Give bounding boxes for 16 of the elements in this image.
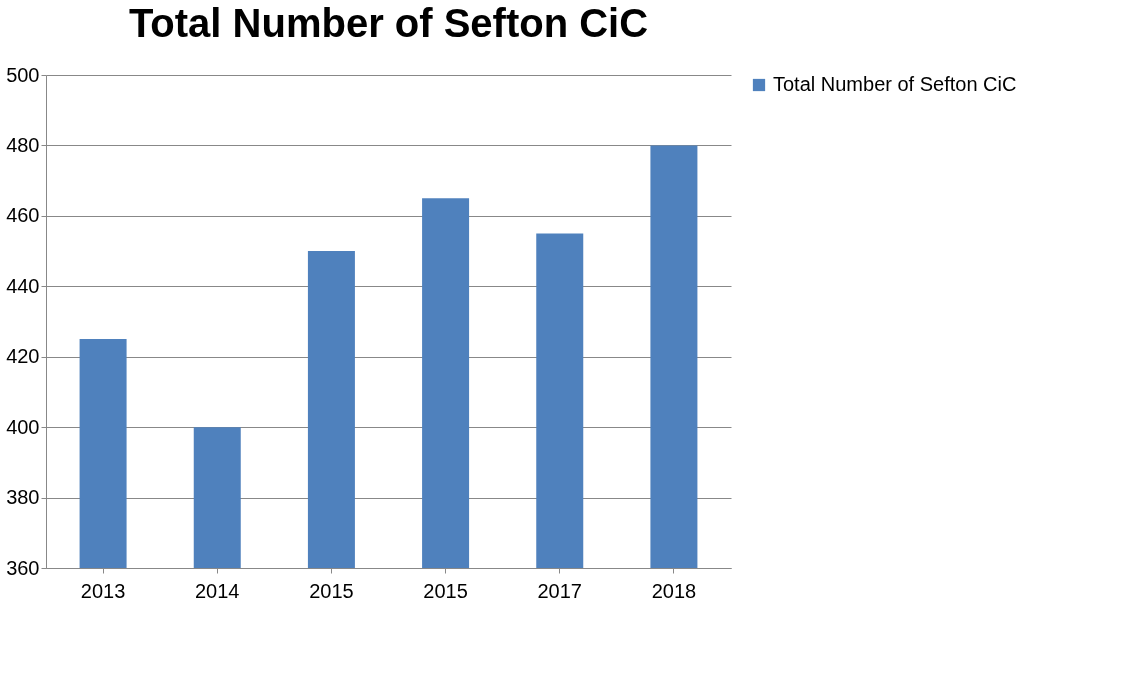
x-tick-label: 2015 <box>423 579 468 602</box>
x-tick-label: 2014 <box>195 579 240 602</box>
x-tick-label: 2015 <box>309 579 354 602</box>
y-tick-label: 460 <box>6 204 40 227</box>
y-tick-label: 360 <box>6 556 40 579</box>
y-tick-label: 380 <box>6 486 40 509</box>
x-tick-label: 2018 <box>651 579 697 602</box>
y-tick-label: 420 <box>6 345 40 368</box>
legend-label: Total Number of Sefton CiC <box>773 73 1017 95</box>
y-tick-label: 400 <box>6 415 40 438</box>
y-tick-label: 440 <box>6 274 40 297</box>
chart-title: Total Number of Sefton CiC <box>128 1 649 45</box>
y-tick-label: 480 <box>6 133 40 156</box>
y-tick-label: 500 <box>6 63 40 86</box>
x-tick-label: 2017 <box>537 579 582 602</box>
x-tick-label: 2013 <box>80 579 126 602</box>
